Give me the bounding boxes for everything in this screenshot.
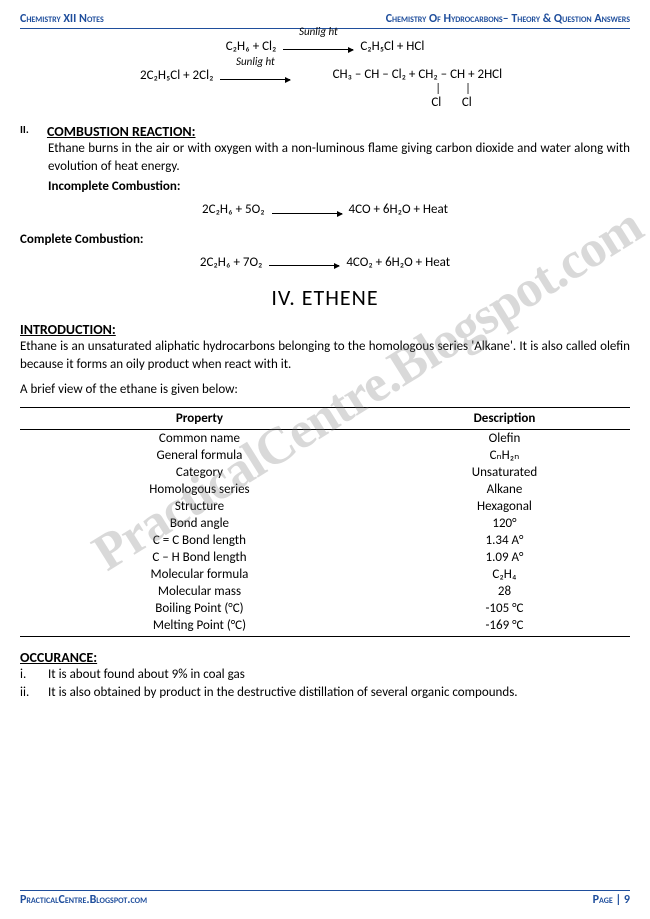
table-row: Common nameOlefin [20, 429, 630, 447]
page-footer: PracticalCentre.Blogspot.com Page | 9 [20, 890, 630, 907]
table-cell: C – H Bond length [20, 549, 379, 566]
footer-right: Page | 9 [593, 893, 630, 907]
table-cell: Common name [20, 429, 379, 447]
list-num: i. [20, 666, 48, 684]
complete-eq: 2C₂H₆ + 7O₂ 4CO₂ + 6H₂O + Heat [20, 255, 630, 270]
occurance-list: i.It is about found about 9% in coal gas… [20, 666, 630, 702]
table-row: Melting Point (°C)-169 °C [20, 617, 630, 637]
intro-title: INTRODUCTION: [20, 321, 630, 338]
table-cell: Hexagonal [379, 498, 630, 515]
table-cell: Olefin [379, 429, 630, 447]
table-cell: Molecular mass [20, 583, 379, 600]
list-num: ii. [20, 684, 48, 702]
eq2-rhs-line1: CH₃ – CH – Cl₂ + CH₂ – CH + 2HCl [333, 67, 503, 82]
table-cell: Homologous series [20, 481, 379, 498]
equation-2: 2C₂H₅Cl + 2Cl₂ Sunlig ht CH₃ – CH – Cl₂ … [20, 68, 630, 109]
footer-left: PracticalCentre.Blogspot.com [20, 893, 147, 907]
table-cell: 1.09 A° [379, 549, 630, 566]
table-cell: -105 °C [379, 600, 630, 617]
incomplete-rhs: 4CO + 6H₂O + Heat [349, 202, 448, 217]
table-cell: Melting Point (°C) [20, 617, 379, 637]
eq2-arrow-label: Sunlig ht [216, 55, 294, 68]
table-row: General formulaCₙH₂ₙ [20, 447, 630, 464]
incomplete-label: Incomplete Combustion: [48, 179, 630, 194]
table-cell: Molecular formula [20, 566, 379, 583]
intro-text: Ethane is an unsaturated aliphatic hydro… [20, 338, 630, 373]
table-row: Boiling Point (°C)-105 °C [20, 600, 630, 617]
table-row: CategoryUnsaturated [20, 464, 630, 481]
header-left: Chemistry XII Notes [20, 12, 104, 26]
table-row: C – H Bond length1.09 A° [20, 549, 630, 566]
table-row: Molecular mass28 [20, 583, 630, 600]
incomplete-eq: 2C₂H₆ + 5O₂ 4CO + 6H₂O + Heat [20, 202, 630, 217]
combustion-text: Ethane burns in the air or with oxygen w… [48, 140, 630, 175]
header-right: Chemistry Of Hydrocarbons– Theory & Ques… [386, 12, 630, 26]
th-property: Property [20, 407, 379, 429]
properties-table: Property Description Common nameOlefinGe… [20, 407, 630, 637]
list-text: It is also obtained by product in the de… [48, 684, 518, 702]
eq1-arrow: Sunlig ht [279, 39, 357, 54]
eq2-arrow: Sunlig ht [216, 69, 294, 84]
main-heading: IV. ETHENE [20, 284, 630, 311]
section-title: COMBUSTION REACTION: [47, 123, 196, 140]
section-combustion: II. COMBUSTION REACTION: Ethane burns in… [20, 123, 630, 270]
eq1-rhs: C₂H₅Cl + HCl [360, 39, 424, 54]
table-cell: Alkane [379, 481, 630, 498]
table-cell: 120° [379, 515, 630, 532]
table-row: Homologous seriesAlkane [20, 481, 630, 498]
table-cell: -169 °C [379, 617, 630, 637]
table-cell: Unsaturated [379, 464, 630, 481]
table-cell: Boiling Point (°C) [20, 600, 379, 617]
complete-arrow [265, 255, 343, 270]
eq1-arrow-label: Sunlig ht [279, 25, 357, 38]
incomplete-lhs: 2C₂H₆ + 5O₂ [202, 202, 265, 217]
eq2-structure: CH₃ – CH – Cl₂ + CH₂ – CH + 2HCl | | Cl … [297, 68, 537, 109]
table-cell: C = C Bond length [20, 532, 379, 549]
incomplete-arrow [268, 203, 346, 218]
table-row: Molecular formulaC₂H₄ [20, 566, 630, 583]
eq2-lhs: 2C₂H₅Cl + 2Cl₂ [140, 68, 213, 83]
section-num: II. [20, 123, 44, 136]
table-row: C = C Bond length1.34 A° [20, 532, 630, 549]
table-cell: 28 [379, 583, 630, 600]
list-text: It is about found about 9% in coal gas [48, 666, 245, 684]
table-cell: CₙH₂ₙ [379, 447, 630, 464]
table-cell: 1.34 A° [379, 532, 630, 549]
occurance-title: OCCURANCE: [20, 649, 630, 666]
complete-rhs: 4CO₂ + 6H₂O + Heat [346, 255, 450, 270]
table-row: Bond angle120° [20, 515, 630, 532]
table-cell: Bond angle [20, 515, 379, 532]
complete-label: Complete Combustion: [20, 232, 630, 247]
list-item: i.It is about found about 9% in coal gas [20, 666, 630, 684]
equation-1: C₂H₆ + Cl₂ Sunlig ht C₂H₅Cl + HCl [20, 39, 630, 54]
list-item: ii.It is also obtained by product in the… [20, 684, 630, 702]
intro-brief: A brief view of the ethane is given belo… [20, 381, 630, 399]
complete-lhs: 2C₂H₆ + 7O₂ [200, 255, 263, 270]
th-description: Description [379, 407, 630, 429]
table-cell: Structure [20, 498, 379, 515]
eq1-lhs: C₂H₆ + Cl₂ [226, 39, 277, 54]
table-cell: Category [20, 464, 379, 481]
table-cell: General formula [20, 447, 379, 464]
table-row: StructureHexagonal [20, 498, 630, 515]
table-cell: C₂H₄ [379, 566, 630, 583]
